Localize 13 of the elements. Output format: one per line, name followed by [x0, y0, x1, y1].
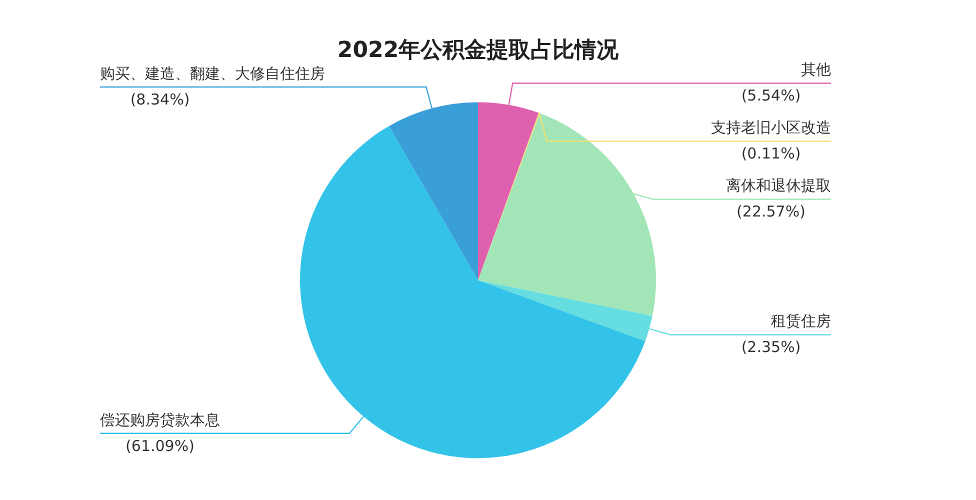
data-label: (22.57%) — [736, 202, 806, 221]
data-label: (5.54%) — [741, 86, 801, 105]
data-label: (2.35%) — [741, 338, 801, 356]
data-label: (0.11%) — [741, 144, 801, 163]
chart-title: 2022年公积金提取占比情况 — [337, 38, 620, 63]
slice-label: 离休和退休提取 — [726, 176, 831, 195]
slice-label: 其他 — [801, 60, 831, 79]
slice-label: 支持老旧小区改造 — [711, 118, 831, 137]
slice-label: 购买、建造、翻建、大修自住住房 — [100, 64, 325, 82]
slice-label: 偿还购房贷款本息 — [100, 410, 220, 429]
slice-label: 租赁住房 — [771, 312, 831, 330]
data-label: (8.34%) — [130, 90, 190, 108]
data-label: (61.09%) — [126, 436, 194, 455]
